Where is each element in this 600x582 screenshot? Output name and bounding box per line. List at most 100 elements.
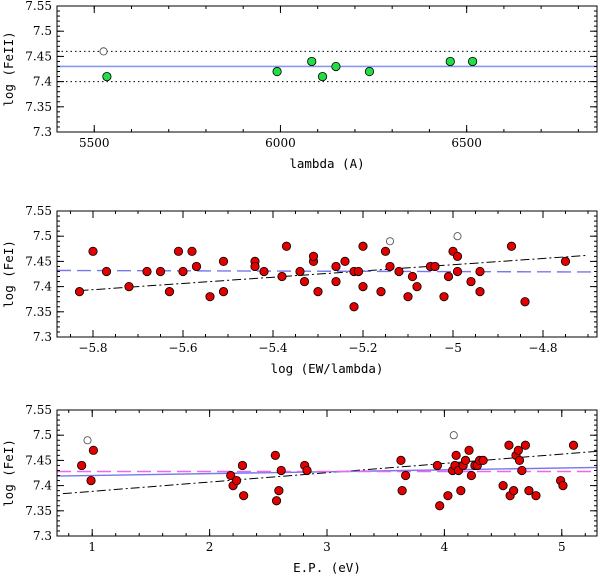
outlier-point <box>449 431 458 440</box>
y-tick-label: 7.55 <box>25 403 52 417</box>
x-tick-label: −5.8 <box>78 341 107 355</box>
y-tick-label: 7.4 <box>33 479 52 493</box>
data-point <box>432 460 442 471</box>
data-point <box>299 276 310 287</box>
data-point <box>232 475 242 486</box>
data-point <box>302 465 312 476</box>
data-point <box>364 66 375 77</box>
data-point <box>504 440 514 450</box>
outlier-point <box>83 436 92 445</box>
outlier-point <box>99 47 108 56</box>
data-point <box>443 491 453 501</box>
data-point <box>517 465 527 476</box>
data-point <box>452 266 463 277</box>
data-point <box>451 450 461 460</box>
data-point <box>77 460 87 471</box>
data-point <box>520 297 530 307</box>
data-point <box>568 440 579 450</box>
data-point <box>277 271 287 282</box>
y-tick-label: 7.35 <box>25 504 52 518</box>
data-point <box>173 246 184 256</box>
outlier-point <box>385 237 395 246</box>
data-point <box>191 261 202 272</box>
x-tick-label: 6500 <box>451 136 482 150</box>
data-point <box>524 486 534 496</box>
data-point <box>401 470 411 481</box>
x-tick-label: 5500 <box>79 136 110 150</box>
data-point <box>205 292 215 302</box>
plot-frame <box>56 5 598 133</box>
data-point <box>353 266 364 277</box>
data-point <box>239 491 249 501</box>
data-point <box>380 246 391 256</box>
data-point <box>331 61 341 72</box>
data-point <box>340 256 350 266</box>
data-point <box>187 246 197 256</box>
data-point <box>466 276 476 287</box>
x-tick-label: 5 <box>558 540 566 554</box>
data-point <box>509 486 519 496</box>
data-point <box>412 281 422 292</box>
data-point <box>452 251 463 261</box>
data-point <box>407 271 418 282</box>
data-point <box>308 251 319 261</box>
data-point <box>281 241 292 251</box>
y-axis-label: log (FeI) <box>1 240 16 308</box>
data-point <box>513 445 523 455</box>
data-point <box>430 261 440 272</box>
data-point <box>475 287 485 297</box>
data-point <box>394 266 404 277</box>
y-tick-label: 7.45 <box>25 453 52 467</box>
y-tick-label: 7.3 <box>33 529 52 543</box>
panel-3: 1 2 3 4 5 7.3 7.35 7.4 7.45 7.5 7.55 E.P. (eV) log (… <box>1 403 598 575</box>
y-axis-label: log (FeI) <box>1 439 16 507</box>
y-tick-label: 7.3 <box>33 330 52 344</box>
data-point <box>403 292 413 302</box>
data-point <box>397 486 407 496</box>
data-point <box>435 501 445 511</box>
data-point <box>274 486 284 496</box>
data-point <box>396 455 406 465</box>
y-tick-label: 7.5 <box>33 229 52 243</box>
x-axis-label: E.P. (eV) <box>293 560 361 575</box>
data-point <box>313 287 323 297</box>
data-point <box>506 241 517 251</box>
x-tick-label: −5.4 <box>258 341 288 355</box>
y-tick-label: 7.4 <box>33 280 52 294</box>
data-point <box>460 455 471 465</box>
y-tick-label: 7.5 <box>33 428 52 442</box>
data-point <box>178 266 188 277</box>
data-point <box>385 261 395 272</box>
data-point <box>376 287 386 297</box>
y-tick-label: 7.35 <box>25 100 52 114</box>
y-tick-label: 7.5 <box>33 24 52 38</box>
x-axis-label: log (EW/lambda) <box>271 361 384 376</box>
plot-frame <box>56 210 598 338</box>
data-point <box>443 271 454 282</box>
data-point <box>358 241 368 251</box>
data-point <box>317 71 328 82</box>
x-tick-label: 1 <box>88 540 96 554</box>
x-tick-label: −5 <box>444 341 462 355</box>
data-point <box>520 440 530 450</box>
y-tick-label: 7.45 <box>25 254 52 268</box>
y-axis-label: log (FeII) <box>1 31 16 106</box>
y-tick-label: 7.45 <box>25 49 52 63</box>
y-tick-label: 7.35 <box>25 305 52 319</box>
y-tick-label: 7.55 <box>25 204 52 218</box>
data-point <box>74 287 85 297</box>
x-tick-label: 2 <box>206 540 214 554</box>
x-tick-label: −5.6 <box>168 341 197 355</box>
x-tick-label: 6000 <box>265 136 296 150</box>
x-axis-label: lambda (A) <box>289 156 364 171</box>
data-point <box>295 266 305 277</box>
y-tick-label: 7.3 <box>33 125 52 139</box>
data-point <box>237 460 248 471</box>
data-point <box>475 266 485 277</box>
data-point <box>445 56 455 67</box>
mean-line <box>56 269 598 273</box>
data-point <box>88 246 98 256</box>
x-tick-label: −5.2 <box>348 341 377 355</box>
data-point <box>272 66 282 77</box>
